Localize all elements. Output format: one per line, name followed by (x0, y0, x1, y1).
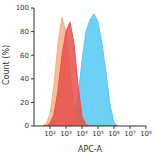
svg-text:60: 60 (20, 52, 29, 60)
svg-text:APC-A: APC-A (78, 145, 103, 154)
svg-text:0: 0 (25, 122, 29, 130)
svg-text:10²: 10² (44, 130, 56, 138)
svg-text:40: 40 (20, 75, 29, 83)
svg-text:10⁸: 10⁸ (140, 130, 148, 138)
svg-text:10⁶: 10⁶ (108, 130, 120, 138)
svg-text:10³: 10³ (60, 130, 72, 138)
svg-text:10⁷: 10⁷ (124, 130, 136, 138)
svg-text:10⁵: 10⁵ (92, 130, 104, 138)
svg-text:20: 20 (20, 99, 29, 107)
svg-text:80: 80 (20, 28, 29, 36)
svg-text:10⁴: 10⁴ (76, 130, 88, 138)
svg-text:Count (%): Count (%) (8, 45, 11, 85)
svg-text:100: 100 (16, 4, 29, 12)
